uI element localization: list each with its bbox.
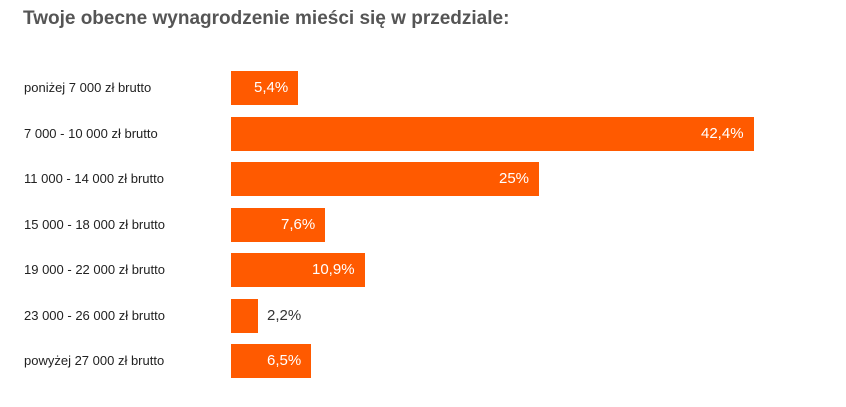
category-label: 7 000 - 10 000 zł brutto: [24, 126, 158, 141]
bar: [231, 117, 754, 151]
bar-value-label: 5,4%: [254, 79, 289, 96]
bar-value-label: 42,4%: [701, 125, 744, 142]
chart-title: Twoje obecne wynagrodzenie mieści się w …: [23, 8, 510, 29]
bar-value-label: 6,5%: [267, 352, 302, 369]
bar: [231, 253, 365, 287]
bar: [231, 162, 539, 196]
bar-value-label: 10,9%: [312, 261, 355, 278]
category-label: poniżej 7 000 zł brutto: [24, 80, 152, 95]
bar: [231, 208, 325, 242]
category-label: 23 000 - 26 000 zł brutto: [24, 308, 165, 323]
category-label: 15 000 - 18 000 zł brutto: [24, 217, 165, 232]
category-label: 19 000 - 22 000 zł brutto: [24, 262, 165, 277]
category-label: powyżej 27 000 zł brutto: [24, 353, 165, 368]
bar: [231, 299, 258, 333]
bar: [231, 71, 298, 105]
bar-value-label: 25%: [499, 170, 530, 187]
bar-value-label: 2,2%: [267, 307, 302, 324]
bar: [231, 344, 311, 378]
category-label: 11 000 - 14 000 zł brutto: [24, 171, 164, 186]
bar-value-label: 7,6%: [281, 216, 316, 233]
